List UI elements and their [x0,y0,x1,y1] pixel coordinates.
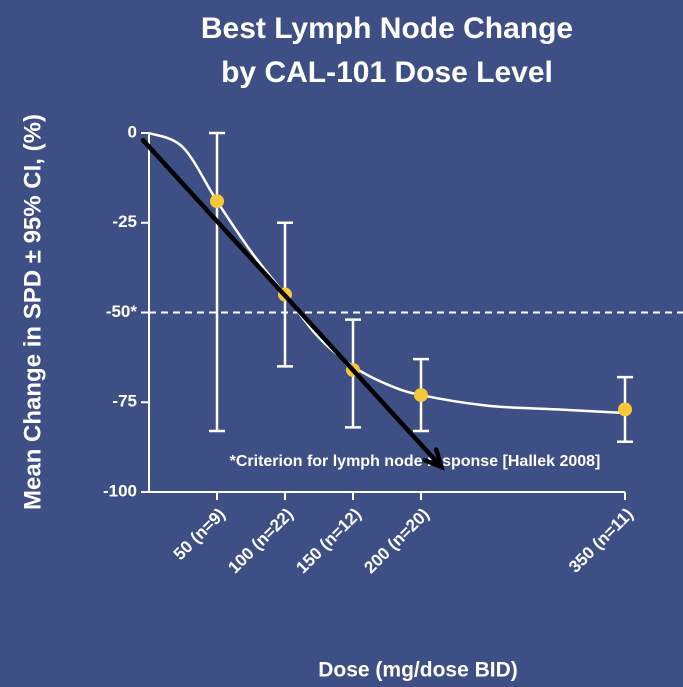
y-axis-label: Mean Change in SPD ± 95% CI, (%) [19,114,46,510]
x-axis-label: Dose (mg/dose BID) [318,659,518,682]
y-tick-label: -25 [112,212,137,231]
y-tick-label: 0 [128,122,137,141]
error-bar [209,131,225,433]
chart-title: by CAL-101 Dose Level [221,56,553,89]
data-point [618,402,632,417]
chart-title: Best Lymph Node Change [201,12,573,45]
data-point [210,194,224,209]
data-point [414,388,428,403]
annotation: *Criterion for lymph node response [Hall… [230,453,601,470]
y-tick-label: -50* [106,302,138,321]
y-tick-label: -100 [103,481,137,500]
trend-arrow [140,137,445,471]
y-tick-label: -75 [112,392,137,411]
